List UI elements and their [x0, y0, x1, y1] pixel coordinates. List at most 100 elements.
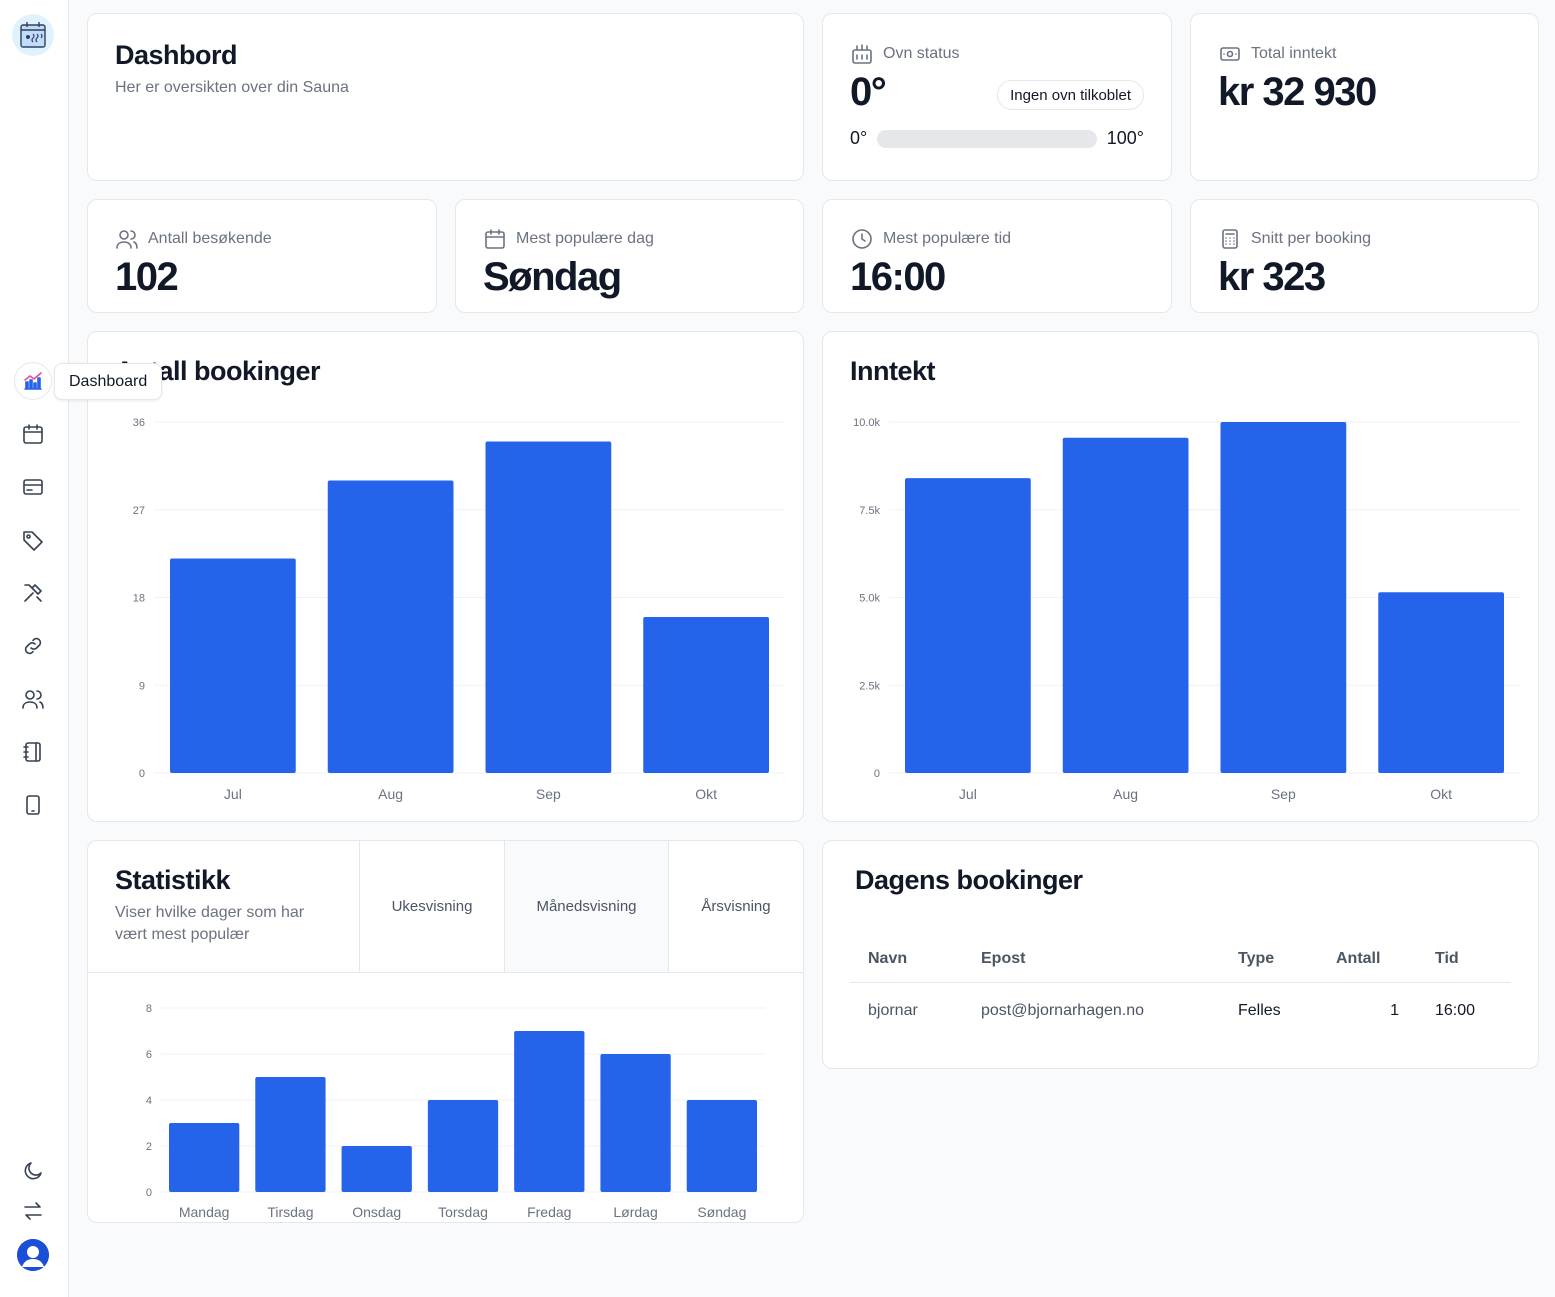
oven-temperature: 0° — [850, 70, 887, 114]
oven-temperature-range: 0° 100° — [850, 128, 1144, 149]
popular-time-label-text: Mest populære tid — [883, 230, 1012, 247]
logo-icon[interactable] — [12, 14, 54, 56]
bar[interactable] — [485, 441, 612, 774]
bar[interactable] — [1378, 592, 1504, 773]
tab-yearly[interactable]: Årsvisning — [668, 841, 803, 972]
y-tick-label: 18 — [133, 593, 145, 605]
range-max: 100° — [1106, 128, 1144, 148]
bar[interactable] — [1062, 437, 1189, 773]
dark-mode-toggle[interactable] — [14, 1152, 52, 1190]
visitors-card: Antall besøkende 102 — [87, 199, 437, 313]
income-bar-chart: 0 2.5k 5.0k 7.5k 10.0k Jul Aug Sep Okt — [853, 417, 1520, 802]
total-revenue-label: Total inntekt — [1218, 42, 1511, 66]
bar[interactable] — [427, 1100, 499, 1192]
bar[interactable] — [255, 1077, 326, 1192]
bar[interactable] — [600, 1054, 671, 1192]
sauna-calendar-icon — [20, 22, 46, 48]
sidebar-item-log[interactable] — [14, 733, 52, 771]
total-revenue-card: Total inntekt kr 32 930 — [1190, 13, 1539, 181]
popular-day-value: Søndag — [483, 255, 622, 299]
avatar[interactable] — [17, 1239, 49, 1271]
users-icon — [116, 230, 138, 249]
x-tick-label: Sep — [536, 786, 561, 802]
switch-sauna-button[interactable] — [14, 1192, 52, 1230]
bar[interactable] — [686, 1100, 757, 1192]
sidebar-item-integrations[interactable] — [14, 627, 52, 665]
x-tick-label: Tirsdag — [267, 1204, 313, 1220]
oven-icon — [852, 44, 872, 64]
todays-bookings-table: Navn Epost Type Antall Tid bjornar post@… — [850, 936, 1511, 1039]
x-tick-label: Lørdag — [613, 1204, 657, 1220]
switch-icon — [24, 1202, 42, 1220]
popular-time-label: Mest populære tid — [850, 227, 1144, 251]
y-tick-label: 2 — [146, 1141, 152, 1153]
y-tick-label: 0 — [139, 768, 145, 780]
y-tick-label: 0 — [146, 1187, 152, 1199]
oven-connection-badge: Ingen ovn tilkoblet — [997, 80, 1144, 110]
y-tick-label: 6 — [146, 1049, 152, 1061]
x-tick-label: Onsdag — [352, 1204, 401, 1220]
column-header-name: Navn — [850, 936, 963, 983]
bar[interactable] — [169, 1123, 240, 1192]
temperature-progress-bar — [877, 129, 1097, 148]
popular-time-card: Mest populære tid 16:00 — [822, 199, 1172, 313]
sidebar-item-calendar[interactable] — [14, 415, 52, 453]
bookings-bar-chart: 0 9 18 27 36 Jul Aug Sep Okt — [133, 417, 785, 802]
bar[interactable] — [905, 478, 1031, 773]
y-tick-label: 7.5k — [859, 505, 880, 517]
dashboard-chart-icon — [24, 372, 42, 390]
page-subtitle: Her er oversikten over din Sauna — [115, 79, 349, 96]
statistics-card: Statistikk Viser hvilke dager som har væ… — [87, 840, 804, 1223]
avg-booking-card: Snitt per booking kr 323 — [1190, 199, 1539, 313]
booking-time: 16:00 — [1435, 1002, 1476, 1019]
total-revenue-label-text: Total inntekt — [1251, 45, 1337, 62]
sidebar-item-settings[interactable] — [14, 574, 52, 612]
table-row[interactable]: bjornar post@bjornarhagen.no Felles 1 16… — [850, 983, 1511, 1040]
total-revenue-value: kr 32 930 — [1218, 70, 1377, 114]
booking-count: 1 — [1390, 1002, 1399, 1019]
x-tick-label: Jul — [224, 786, 242, 802]
cash-icon — [1220, 47, 1240, 61]
sidebar-item-payments[interactable] — [14, 468, 52, 506]
y-tick-label: 2.5k — [859, 680, 880, 692]
todays-bookings-card: Dagens bookinger Navn Epost Type Antall … — [822, 840, 1539, 1069]
link-icon — [24, 637, 42, 655]
statistics-header: Statistikk Viser hvilke dager som har væ… — [88, 841, 359, 972]
visitors-label: Antall besøkende — [115, 227, 409, 251]
clock-icon — [852, 229, 872, 249]
tab-weekly[interactable]: Ukesvisning — [359, 841, 504, 972]
bar[interactable] — [341, 1146, 412, 1192]
income-chart-title: Inntekt — [850, 356, 936, 386]
y-tick-label: 8 — [146, 1003, 152, 1015]
tablet-icon — [26, 795, 40, 815]
sidebar-item-dashboard[interactable] — [14, 362, 52, 400]
booking-type: Felles — [1238, 1002, 1281, 1019]
booking-email: post@bjornarhagen.no — [981, 1002, 1145, 1019]
tools-icon — [24, 584, 42, 602]
bar[interactable] — [514, 1031, 585, 1192]
bar[interactable] — [327, 480, 454, 774]
column-header-time: Tid — [1417, 936, 1511, 983]
oven-status-label-text: Ovn status — [883, 45, 960, 62]
statistics-tabs: Ukesvisning Månedsvisning Årsvisning — [359, 841, 803, 972]
booking-name: bjornar — [868, 1002, 918, 1019]
bar[interactable] — [1220, 422, 1347, 773]
table-header-row: Navn Epost Type Antall Tid — [850, 936, 1511, 983]
calendar-icon — [485, 229, 505, 249]
todays-bookings-title: Dagens bookinger — [855, 865, 1083, 895]
range-min: 0° — [850, 128, 868, 148]
sidebar-item-prices[interactable] — [14, 521, 52, 559]
popular-day-label-text: Mest populære dag — [516, 230, 654, 247]
tab-monthly[interactable]: Månedsvisning — [504, 841, 668, 972]
sidebar-item-devices[interactable] — [14, 786, 52, 824]
x-tick-label: Okt — [695, 786, 717, 802]
credit-card-icon — [23, 479, 43, 495]
sidebar-item-users[interactable] — [14, 680, 52, 718]
column-header-type: Type — [1220, 936, 1318, 983]
oven-status-card: Ovn status 0° Ingen ovn tilkoblet 0° 100… — [822, 13, 1172, 181]
bar[interactable] — [170, 558, 296, 774]
avg-booking-label: Snitt per booking — [1218, 227, 1511, 251]
popular-day-label: Mest populære dag — [483, 227, 776, 251]
popular-day-card: Mest populære dag Søndag — [455, 199, 804, 313]
bar[interactable] — [643, 617, 769, 773]
